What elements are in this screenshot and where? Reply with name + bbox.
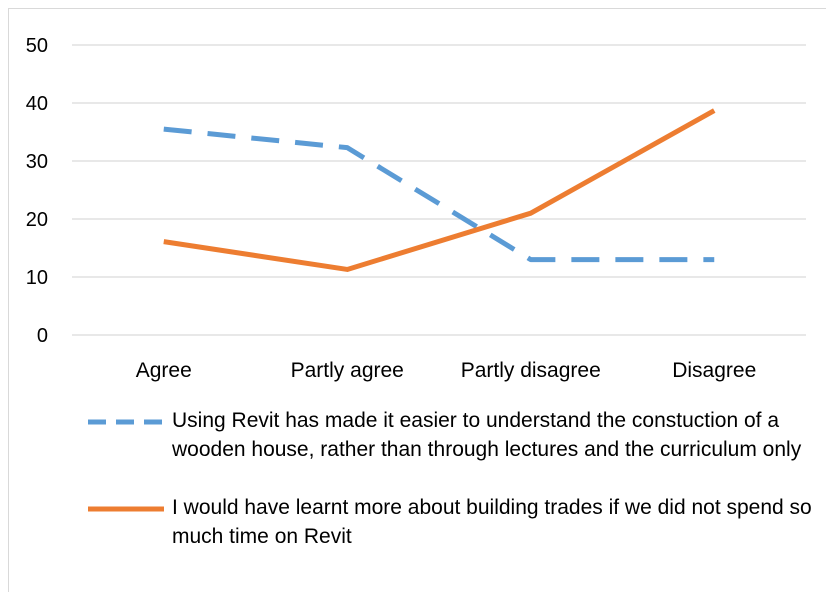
legend-swatch-solid-orange	[88, 506, 164, 512]
y-tick-label: 0	[37, 325, 48, 347]
y-tick-label: 30	[26, 151, 48, 173]
legend: Using Revit has made it easier to unders…	[86, 400, 812, 570]
legend-label-series-1: Using Revit has made it easier to unders…	[172, 409, 802, 461]
series-lines	[163, 108, 716, 272]
y-tick-label: 40	[26, 93, 48, 115]
y-tick-label: 10	[26, 267, 48, 289]
legend-swatch-dashed-blue	[88, 419, 164, 425]
chart-frame	[8, 8, 826, 592]
x-tick-label: Disagree	[672, 359, 756, 382]
x-axis-ticks: Agree Partly agree Partly disagree Disagree	[136, 359, 757, 382]
y-axis-ticks: 0 10 20 30 40 50	[26, 35, 48, 347]
series-line-1[interactable]	[163, 126, 715, 263]
x-tick-label: Partly disagree	[461, 359, 601, 382]
x-tick-label: Partly agree	[291, 359, 404, 382]
y-tick-label: 20	[26, 209, 48, 231]
y-tick-label: 50	[26, 35, 48, 57]
x-tick-label: Agree	[136, 359, 192, 382]
legend-item-series-1[interactable]: Using Revit has made it easier to unders…	[86, 406, 806, 496]
series-line-2[interactable]	[163, 108, 716, 272]
gridlines	[72, 44, 806, 336]
legend-item-series-2[interactable]: I would have learnt more about building …	[86, 493, 812, 553]
legend-label-series-2: I would have learnt more about building …	[172, 496, 812, 548]
